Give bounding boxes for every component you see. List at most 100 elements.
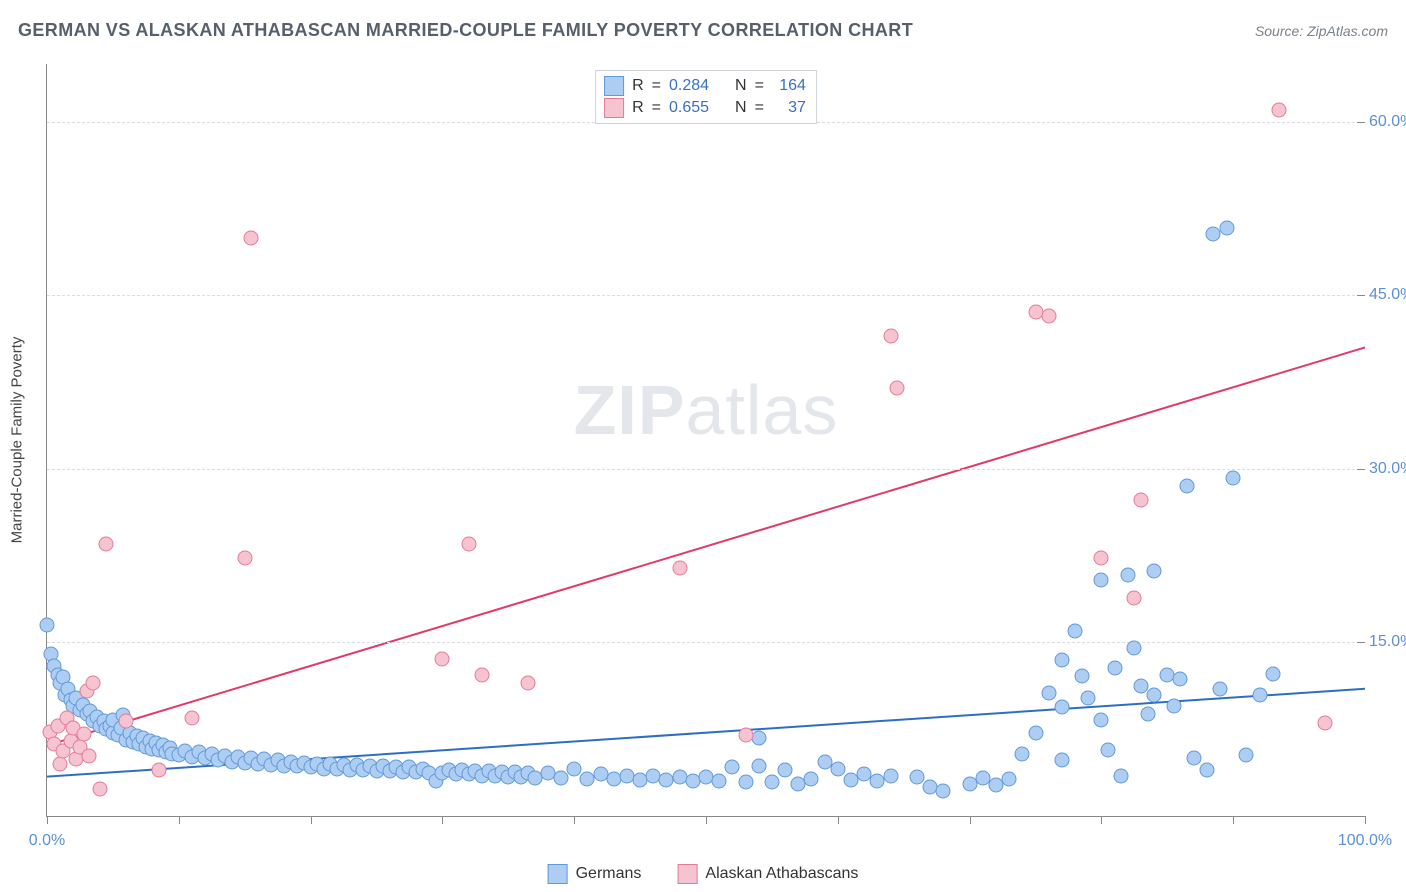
data-point-athabascans <box>1041 309 1056 324</box>
y-tick <box>1357 295 1365 296</box>
data-point-athabascans <box>76 726 91 741</box>
data-point-athabascans <box>244 230 259 245</box>
legend-swatch <box>604 98 624 118</box>
chart-title: GERMAN VS ALASKAN ATHABASCAN MARRIED-COU… <box>18 20 913 41</box>
data-point-germans <box>1213 681 1228 696</box>
data-point-germans <box>725 760 740 775</box>
data-point-germans <box>1147 563 1162 578</box>
watermark-rest: atlas <box>686 371 839 449</box>
x-tick-label: 100.0% <box>1338 832 1392 850</box>
data-point-athabascans <box>184 710 199 725</box>
chart-header: GERMAN VS ALASKAN ATHABASCAN MARRIED-COU… <box>18 20 1388 41</box>
data-point-athabascans <box>1133 493 1148 508</box>
x-tick <box>47 816 48 824</box>
y-tick-label: 15.0% <box>1367 633 1406 651</box>
y-tick-label: 30.0% <box>1367 460 1406 478</box>
x-tick <box>442 816 443 824</box>
x-tick <box>1233 816 1234 824</box>
legend-r-label: R <box>632 99 644 117</box>
y-axis-title: Married-Couple Family Poverty <box>9 337 26 544</box>
data-point-germans <box>1054 753 1069 768</box>
data-point-germans <box>554 770 569 785</box>
data-point-athabascans <box>152 762 167 777</box>
legend-series: GermansAlaskan Athabascans <box>548 864 859 884</box>
data-point-athabascans <box>435 651 450 666</box>
legend-n-label: N <box>735 99 747 117</box>
x-tick <box>311 816 312 824</box>
legend-n-value: 37 <box>772 99 806 117</box>
y-tick <box>1357 642 1365 643</box>
data-point-athabascans <box>119 714 134 729</box>
x-tick <box>970 816 971 824</box>
legend-n-value: 164 <box>772 77 806 95</box>
data-point-germans <box>1094 572 1109 587</box>
data-point-germans <box>778 762 793 777</box>
legend-stats: R=0.284N=164R=0.655N=37 <box>595 70 817 124</box>
trend-line-athabascans <box>47 347 1365 745</box>
data-point-germans <box>1252 687 1267 702</box>
data-point-germans <box>1028 725 1043 740</box>
data-point-athabascans <box>738 728 753 743</box>
data-point-germans <box>40 618 55 633</box>
data-point-germans <box>1166 699 1181 714</box>
data-point-germans <box>1114 768 1129 783</box>
data-point-germans <box>1199 762 1214 777</box>
legend-r-label: R <box>632 77 644 95</box>
data-point-germans <box>712 774 727 789</box>
y-tick <box>1357 122 1365 123</box>
data-point-germans <box>1265 666 1280 681</box>
data-point-germans <box>1120 568 1135 583</box>
data-point-athabascans <box>521 675 536 690</box>
x-tick <box>574 816 575 824</box>
data-point-germans <box>936 783 951 798</box>
x-tick-label: 0.0% <box>29 832 65 850</box>
data-point-germans <box>738 775 753 790</box>
legend-swatch <box>604 76 624 96</box>
gridline <box>47 469 1365 470</box>
gridline <box>47 295 1365 296</box>
x-tick <box>706 816 707 824</box>
x-tick <box>1365 816 1366 824</box>
legend-series-item: Germans <box>548 864 642 884</box>
data-point-athabascans <box>1127 591 1142 606</box>
y-tick <box>1357 469 1365 470</box>
data-point-germans <box>751 731 766 746</box>
data-point-athabascans <box>99 537 114 552</box>
gridline <box>47 642 1365 643</box>
data-point-germans <box>1074 669 1089 684</box>
data-point-germans <box>1107 660 1122 675</box>
data-point-germans <box>1239 747 1254 762</box>
data-point-germans <box>1173 672 1188 687</box>
data-point-germans <box>751 759 766 774</box>
legend-r-value: 0.655 <box>669 99 709 117</box>
data-point-germans <box>1015 746 1030 761</box>
legend-series-label: Germans <box>576 865 642 883</box>
data-point-germans <box>909 769 924 784</box>
data-point-athabascans <box>1094 551 1109 566</box>
source-attribution: Source: ZipAtlas.com <box>1255 23 1388 39</box>
x-tick <box>1101 816 1102 824</box>
data-point-germans <box>1180 479 1195 494</box>
data-point-athabascans <box>92 782 107 797</box>
data-point-germans <box>1127 641 1142 656</box>
watermark-bold: ZIP <box>574 371 686 449</box>
legend-r-value: 0.284 <box>669 77 709 95</box>
data-point-germans <box>1068 623 1083 638</box>
watermark: ZIPatlas <box>574 370 839 450</box>
data-point-germans <box>830 761 845 776</box>
data-point-germans <box>1226 471 1241 486</box>
data-point-athabascans <box>890 380 905 395</box>
y-tick-label: 60.0% <box>1367 113 1406 131</box>
legend-stats-row: R=0.655N=37 <box>604 97 806 119</box>
data-point-germans <box>764 775 779 790</box>
scatter-plot: ZIPatlas Married-Couple Family Poverty R… <box>46 64 1365 817</box>
data-point-athabascans <box>237 551 252 566</box>
data-point-athabascans <box>474 667 489 682</box>
data-point-germans <box>1054 700 1069 715</box>
data-point-germans <box>1002 771 1017 786</box>
legend-swatch <box>677 864 697 884</box>
legend-stats-row: R=0.284N=164 <box>604 75 806 97</box>
data-point-germans <box>1147 687 1162 702</box>
data-point-athabascans <box>883 328 898 343</box>
data-point-germans <box>804 771 819 786</box>
